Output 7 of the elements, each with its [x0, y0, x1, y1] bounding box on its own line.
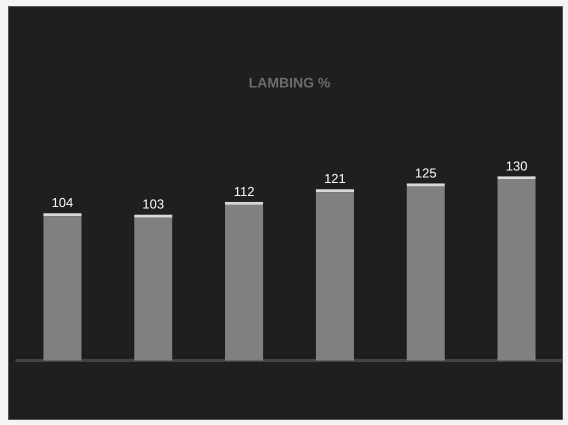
data-label: 125: [414, 165, 437, 180]
data-label: 121: [324, 171, 346, 186]
data-label: 130: [506, 158, 528, 174]
data-label: 103: [142, 196, 164, 212]
data-label: 112: [234, 184, 254, 199]
data-label: 104: [52, 195, 74, 210]
chart-title: LAMBING %: [248, 74, 331, 90]
